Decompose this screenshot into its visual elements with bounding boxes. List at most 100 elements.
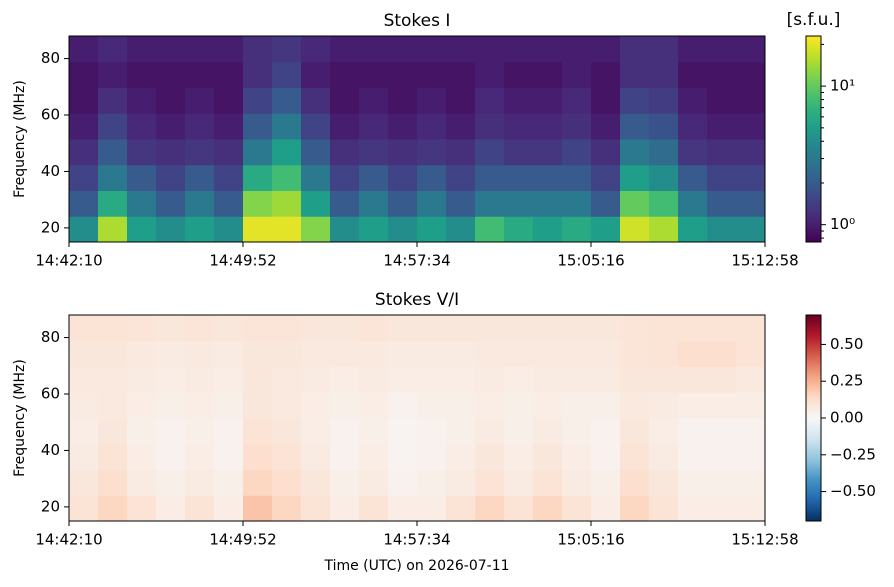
- y-tick-label: 20: [41, 218, 60, 236]
- heatmap-cell: [620, 190, 650, 217]
- heatmap-cell: [562, 495, 592, 522]
- heatmap-cell: [301, 495, 331, 522]
- heatmap-cell: [649, 340, 679, 367]
- heatmap-cell: [214, 190, 244, 217]
- heatmap-cell: [504, 113, 534, 140]
- heatmap-cell: [69, 469, 99, 496]
- heatmap-cell: [475, 216, 505, 243]
- heatmap-cell: [388, 216, 418, 243]
- heatmap-cell: [330, 418, 360, 445]
- heatmap-cell: [214, 495, 244, 522]
- heatmap-cell: [504, 164, 534, 191]
- colorbar-label: [s.f.u.]: [787, 10, 841, 30]
- heatmap-cell: [533, 190, 563, 217]
- heatmap-cell: [446, 315, 476, 342]
- heatmap-cell: [330, 139, 360, 166]
- y-tick-label: 20: [41, 497, 60, 515]
- heatmap-cell: [533, 392, 563, 419]
- heatmap-cell: [359, 443, 389, 470]
- heatmap-cell: [446, 190, 476, 217]
- heatmap-cell: [330, 495, 360, 522]
- heatmap-cell: [301, 216, 331, 243]
- heatmap-cell: [446, 113, 476, 140]
- heatmap-cell: [272, 216, 302, 243]
- heatmap-cell: [185, 392, 215, 419]
- heatmap-cell: [620, 340, 650, 367]
- heatmap-cell: [417, 216, 447, 243]
- heatmap-cell: [562, 139, 592, 166]
- heatmap-cell: [736, 113, 766, 140]
- heatmap-cell: [707, 340, 737, 367]
- heatmap-cell: [330, 340, 360, 367]
- heatmap-cell: [127, 61, 157, 88]
- heatmap-cell: [504, 36, 534, 63]
- heatmap-cell: [388, 340, 418, 367]
- heatmap-cell: [591, 443, 621, 470]
- heatmap-cell: [417, 315, 447, 342]
- y-tick-label: 40: [41, 162, 60, 180]
- heatmap-cell: [301, 190, 331, 217]
- heatmap-cell: [69, 164, 99, 191]
- heatmap-cell: [127, 216, 157, 243]
- heatmap-cell: [417, 61, 447, 88]
- heatmap-cell: [214, 418, 244, 445]
- heatmap-cell: [127, 190, 157, 217]
- heatmap-cell: [678, 392, 708, 419]
- heatmap-cell: [533, 36, 563, 63]
- x-tick-label: 15:05:16: [557, 531, 624, 549]
- heatmap-cell: [330, 113, 360, 140]
- heatmap-cell: [359, 216, 389, 243]
- heatmap: [69, 315, 766, 522]
- heatmap-cell: [98, 216, 128, 243]
- heatmap-cell: [272, 315, 302, 342]
- heatmap-cell: [185, 87, 215, 114]
- heatmap-cell: [156, 87, 186, 114]
- heatmap-cell: [98, 113, 128, 140]
- heatmap-cell: [301, 443, 331, 470]
- heatmap-cell: [272, 61, 302, 88]
- heatmap-cell: [736, 164, 766, 191]
- heatmap-cell: [301, 113, 331, 140]
- heatmap-cell: [707, 469, 737, 496]
- heatmap-cell: [475, 190, 505, 217]
- heatmap-cell: [678, 469, 708, 496]
- heatmap-cell: [243, 164, 273, 191]
- heatmap-cell: [620, 164, 650, 191]
- heatmap-cell: [156, 216, 186, 243]
- heatmap-cell: [301, 87, 331, 114]
- heatmap-cell: [591, 418, 621, 445]
- x-tick-label: 15:12:58: [731, 252, 798, 270]
- heatmap-cell: [127, 340, 157, 367]
- heatmap-cell: [359, 164, 389, 191]
- heatmap-cell: [649, 392, 679, 419]
- heatmap-cell: [272, 392, 302, 419]
- heatmap-cell: [736, 190, 766, 217]
- heatmap-cell: [649, 36, 679, 63]
- heatmap-cell: [620, 469, 650, 496]
- heatmap-cell: [649, 164, 679, 191]
- heatmap-cell: [69, 113, 99, 140]
- heatmap-cell: [359, 190, 389, 217]
- heatmap-cell: [475, 392, 505, 419]
- heatmap-cell: [272, 164, 302, 191]
- heatmap-cell: [620, 61, 650, 88]
- heatmap-cell: [359, 139, 389, 166]
- heatmap-cell: [127, 164, 157, 191]
- heatmap-cell: [359, 469, 389, 496]
- heatmap-cell: [475, 340, 505, 367]
- heatmap-cell: [214, 113, 244, 140]
- heatmap-cell: [185, 190, 215, 217]
- heatmap-cell: [620, 392, 650, 419]
- heatmap-cell: [707, 87, 737, 114]
- heatmap-cell: [69, 61, 99, 88]
- x-tick-label: 14:57:34: [383, 252, 450, 270]
- heatmap-cell: [388, 366, 418, 393]
- heatmap-cell: [98, 495, 128, 522]
- heatmap-cell: [620, 139, 650, 166]
- heatmap-cell: [185, 139, 215, 166]
- heatmap-cell: [185, 36, 215, 63]
- heatmap-cell: [736, 61, 766, 88]
- colorbar: [805, 35, 822, 243]
- heatmap-cell: [301, 315, 331, 342]
